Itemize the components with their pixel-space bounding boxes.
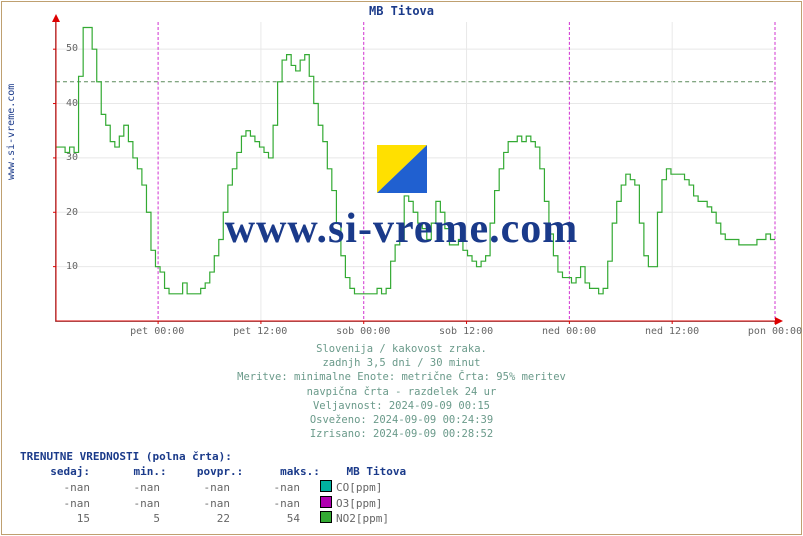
cell-min: 5 (90, 512, 160, 527)
x-tick-label: sob 00:00 (336, 326, 390, 337)
cell-now: 15 (20, 512, 90, 527)
table-header: TRENUTNE VREDNOSTI (polna črta): (20, 450, 497, 465)
x-tick-label: ned 00:00 (542, 326, 596, 337)
col-min: min.: (97, 465, 167, 480)
y-tick-label: 30 (48, 152, 78, 163)
caption-block: Slovenija / kakovost zraka.zadnjh 3,5 dn… (0, 342, 803, 441)
y-tick-label: 20 (48, 207, 78, 218)
cell-max: -nan (230, 481, 300, 496)
caption-line: Osveženo: 2024-09-09 00:24:39 (0, 413, 803, 427)
x-tick-label: pon 00:00 (748, 326, 802, 337)
cell-avg: -nan (160, 481, 230, 496)
x-tick-label: pet 12:00 (233, 326, 287, 337)
cell-min: -nan (90, 481, 160, 496)
table-row: -nan-nan-nan-nanCO[ppm] (20, 480, 497, 496)
y-axis-arrow-icon (52, 14, 60, 22)
cell-now: -nan (20, 497, 90, 512)
col-series: MB Titova (327, 465, 497, 480)
x-tick-label: sob 12:00 (439, 326, 493, 337)
series-swatch-icon (320, 511, 332, 523)
col-max: maks.: (250, 465, 320, 480)
y-tick-label: 10 (48, 261, 78, 272)
series-swatch-icon (320, 496, 332, 508)
caption-line: navpična črta - razdelek 24 ur (0, 385, 803, 399)
x-tick-label: ned 12:00 (645, 326, 699, 337)
x-axis-arrow-icon (775, 317, 783, 325)
caption-line: Izrisano: 2024-09-09 00:28:52 (0, 427, 803, 441)
y-tick-label: 50 (48, 43, 78, 54)
y-axis-label: www.si-vreme.com (6, 84, 17, 180)
caption-line: Veljavnost: 2024-09-09 00:15 (0, 399, 803, 413)
cell-now: -nan (20, 481, 90, 496)
cell-series: NO2[ppm] (300, 511, 470, 527)
col-avg: povpr.: (173, 465, 243, 480)
table-row: -nan-nan-nan-nanO3[ppm] (20, 496, 497, 512)
cell-series: CO[ppm] (300, 480, 470, 496)
cell-series: O3[ppm] (300, 496, 470, 512)
y-tick-label: 40 (48, 98, 78, 109)
table-row: 1552254NO2[ppm] (20, 511, 497, 527)
cell-max: -nan (230, 497, 300, 512)
cell-avg: 22 (160, 512, 230, 527)
stats-table: TRENUTNE VREDNOSTI (polna črta): sedaj: … (20, 450, 497, 527)
cell-max: 54 (230, 512, 300, 527)
plot-svg (56, 22, 775, 321)
caption-line: zadnjh 3,5 dni / 30 minut (0, 356, 803, 370)
cell-avg: -nan (160, 497, 230, 512)
chart-title: MB Titova (0, 4, 803, 18)
caption-line: Meritve: minimalne Enote: metrične Črta:… (0, 370, 803, 384)
col-now: sedaj: (20, 465, 90, 480)
x-tick-label: pet 00:00 (130, 326, 184, 337)
plot-area (55, 22, 775, 322)
series-swatch-icon (320, 480, 332, 492)
table-columns: sedaj: min.: povpr.: maks.: MB Titova (20, 465, 497, 480)
cell-min: -nan (90, 497, 160, 512)
caption-line: Slovenija / kakovost zraka. (0, 342, 803, 356)
